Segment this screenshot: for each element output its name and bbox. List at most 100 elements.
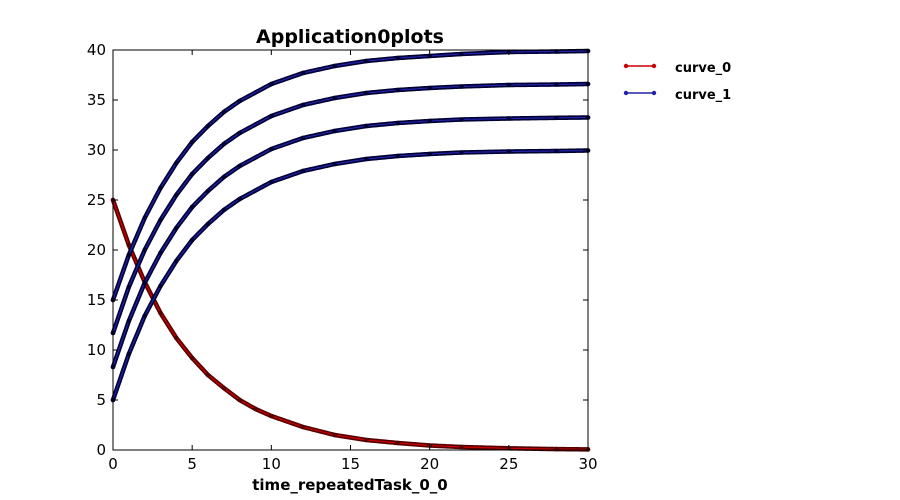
series-curve-0-point [269, 413, 274, 419]
series-curve-1-run-1-point [364, 90, 369, 96]
series-curve-1-run-0-point [332, 63, 337, 69]
series-curve-1-run-1-point [269, 113, 274, 119]
legend-marker-curve-0-a [623, 63, 629, 69]
series-curve-1-run-3-point [427, 151, 432, 157]
series-curve-0-point [237, 397, 242, 403]
series-curve-0-point [221, 385, 227, 391]
series-curve-1-run-1-point [221, 141, 227, 147]
series-curve-1-run-0-point [189, 139, 195, 145]
y-tick-label: 35 [87, 91, 106, 109]
series-curve-1-run-1-point [158, 217, 163, 223]
y-tick-label: 15 [87, 291, 106, 309]
series-curve-1-run-3-point [126, 351, 132, 357]
legend-marker-curve-1-b [651, 90, 657, 96]
series-curve-0-point [554, 446, 559, 452]
series-curve-1-run-0-point [427, 53, 432, 59]
series-curve-1-run-3-point [237, 196, 242, 202]
series-curve-0-point [364, 437, 369, 443]
y-tick-label: 30 [87, 141, 106, 159]
series-curve-1-run-1-point [459, 84, 464, 89]
series-curve-1-run-2-point [237, 163, 242, 169]
series-curve-1-run-1-point [174, 192, 179, 198]
y-tick-label: 20 [87, 241, 106, 259]
series-curve-1-run-1-point [142, 247, 147, 253]
chart-title: Application0plots [256, 26, 444, 48]
series-curve-1-run-0-point [237, 98, 242, 104]
series-curve-1-run-0-point [395, 55, 401, 61]
series-curve-1-run-3-point [189, 237, 195, 243]
series-curve-1-run-2-point [427, 118, 432, 124]
y-tick-label: 40 [87, 41, 106, 59]
series-curve-1-run-0-point [205, 123, 211, 129]
series-curve-0-point [189, 355, 195, 361]
series-curve-1-run-2-point [395, 120, 401, 126]
series-curve-1-run-2-point [459, 117, 464, 122]
x-tick-label: 10 [262, 455, 281, 473]
series-curve-1-run-1-point [332, 95, 337, 101]
series-curve-1-run-3-point [395, 153, 401, 159]
x-tick-label: 30 [578, 455, 597, 473]
series-curve-0-point [253, 406, 258, 412]
series-curve-1-run-2-point [300, 135, 306, 141]
series-curve-1-run-3-point [142, 313, 147, 319]
series-curve-1-run-3-point [459, 150, 464, 155]
series-curve-1-run-2-point [126, 318, 132, 324]
series-curve-1-run-2-point [506, 116, 512, 121]
series-curve-0-point [332, 432, 337, 438]
series-curve-1-run-3-point [221, 207, 227, 213]
x-axis-label: time_repeatedTask_0_0 [252, 476, 448, 494]
series-curve-1-run-0-point [459, 51, 464, 57]
series-curve-1-run-3-point [158, 283, 163, 289]
legend-marker-curve-1-a [623, 90, 629, 96]
series-curve-1-run-1-point [300, 102, 306, 108]
series-curve-1-run-2-point [332, 128, 337, 134]
x-tick-label: 25 [499, 455, 518, 473]
series-curve-1-run-2-point [554, 115, 559, 121]
legend-label-curve-0: curve_0 [675, 61, 731, 76]
series-curve-1-run-0-point [269, 81, 274, 87]
y-tick-label: 0 [96, 441, 106, 459]
series-curve-1-run-1-point [205, 155, 211, 161]
series-curve-1-run-2-point [205, 188, 211, 194]
series-curve-0-point [300, 424, 306, 430]
legend-marker-curve-0-b [651, 63, 657, 69]
series-curve-1-run-0-point [221, 109, 227, 115]
series-curve-1-run-3-point [332, 161, 337, 167]
series-curve-1-run-2-point [364, 123, 369, 129]
series-curve-1-run-1-point [237, 130, 242, 136]
series-curve-1-run-0-point [300, 70, 306, 76]
ticks-layer: 0 5 10 15 20 25 30 0 5 10 15 20 25 30 35 40 [87, 41, 598, 473]
series-curve-1-run-0-point [364, 58, 369, 64]
series-curve-1-run-3-point [364, 156, 369, 162]
series-curve-0-point [395, 440, 401, 446]
series-curve-1-run-0-point [158, 185, 163, 191]
x-tick-label: 15 [341, 455, 360, 473]
y-tick-label: 25 [87, 191, 106, 209]
x-tick-label: 20 [420, 455, 439, 473]
series-curve-1-run-3-point [300, 168, 306, 174]
y-tick-label: 5 [96, 391, 106, 409]
series-curve-1-run-2-point [142, 280, 147, 286]
series-curve-1-run-1-point [506, 82, 512, 88]
series-curve-1-run-2-point [174, 225, 179, 231]
series-curve-1-run-2-point [221, 174, 227, 180]
series-curve-1-run-1-point [427, 85, 432, 91]
series-curve-1-run-3-point [174, 258, 179, 264]
series-curve-0-point [205, 372, 211, 378]
series-curve-1-run-1-point [189, 171, 195, 177]
series-curve-1-run-3-point [205, 221, 211, 227]
legend-label-curve-1: curve_1 [675, 88, 731, 103]
series-curve-1-run-2-point [269, 146, 274, 152]
series-curve-1-run-1-point [554, 82, 559, 87]
series-curve-0-point [459, 444, 464, 450]
series-curve-1-run-2-point [189, 204, 195, 210]
series-curve-0-point [126, 242, 132, 248]
series-curve-1-run-3-point [554, 148, 559, 154]
series-curve-0-point [174, 335, 179, 341]
series-curve-1-run-1-point [126, 284, 132, 290]
series-curve-1-run-2-point [158, 250, 163, 256]
y-tick-label: 10 [87, 341, 106, 359]
x-tick-label: 5 [187, 455, 197, 473]
